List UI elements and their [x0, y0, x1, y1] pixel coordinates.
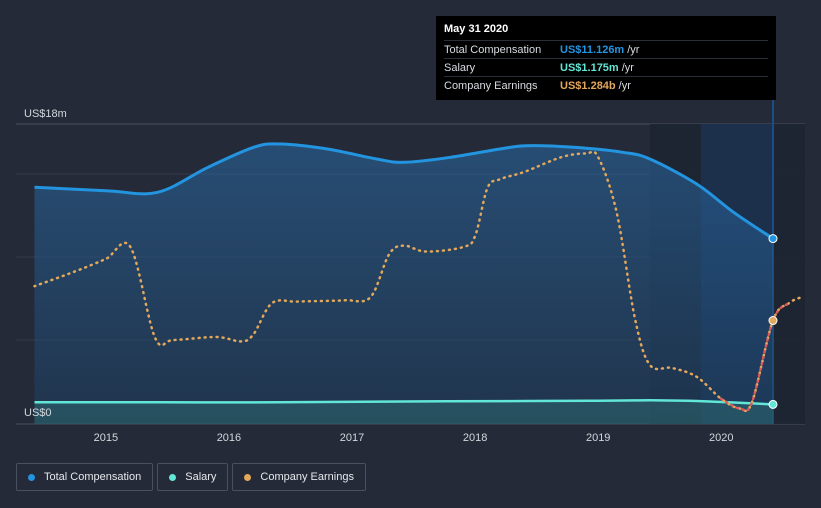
y-axis-max-label: US$18m [24, 108, 67, 120]
legend-dot-icon [169, 473, 177, 481]
salary-area [34, 400, 774, 424]
legend-label: Total Compensation [44, 471, 142, 483]
y-axis-min-label: US$0 [24, 407, 52, 419]
tooltip-label: Total Compensation [444, 43, 542, 56]
series-layer [33, 142, 803, 424]
legend-dot-icon [28, 473, 35, 481]
hover-markers [768, 234, 778, 409]
axis-labels: US$18m US$0 2015 2016 2017 2018 2019 2020 [24, 108, 734, 444]
tooltip-label: Salary [444, 61, 476, 74]
tooltip-value: US$1.284b [560, 79, 616, 92]
legend-label: Company Earnings [260, 471, 354, 483]
x-axis-tick-label: 2018 [463, 432, 487, 444]
hover-tooltip: May 31 2020 Total Compensation US$11.126… [436, 16, 776, 100]
tooltip-row-company-earnings: Company Earnings US$1.284b /yr [444, 76, 768, 94]
x-axis-tick-label: 2015 [94, 432, 118, 444]
chart-legend: Total Compensation Salary Company Earnin… [16, 463, 370, 491]
total-compensation-area [34, 143, 774, 424]
salary-marker [768, 399, 778, 409]
legend-label: Salary [185, 471, 217, 483]
total-compensation-marker [768, 234, 778, 244]
total-compensation-line [34, 142, 774, 240]
company-earnings-line [33, 150, 803, 413]
legend-dot-icon [244, 473, 252, 481]
tooltip-unit: /yr [621, 61, 634, 74]
legend-toggle-total-compensation[interactable]: Total Compensation [16, 463, 154, 491]
x-axis-tick-label: 2019 [586, 432, 610, 444]
tooltip-value: US$1.175m [560, 61, 619, 74]
x-axis-tick-label: 2016 [217, 432, 241, 444]
tooltip-row-salary: Salary US$1.175m /yr [444, 58, 768, 76]
tooltip-label: Company Earnings [444, 79, 538, 92]
tooltip-row-total-compensation: Total Compensation US$11.126m /yr [444, 40, 768, 58]
legend-toggle-company-earnings[interactable]: Company Earnings [232, 463, 366, 491]
tooltip-unit: /yr [627, 43, 640, 56]
tooltip-value: US$11.126m [560, 43, 625, 56]
x-axis-tick-label: 2020 [709, 432, 733, 444]
salary-line [34, 399, 774, 406]
x-axis-tick-label: 2017 [340, 432, 364, 444]
tooltip-unit: /yr [618, 79, 631, 92]
tooltip-date: May 31 2020 [444, 23, 509, 35]
legend-toggle-salary[interactable]: Salary [157, 463, 229, 491]
company-earnings-marker [768, 316, 778, 326]
company-earnings-low-segment [720, 301, 791, 413]
